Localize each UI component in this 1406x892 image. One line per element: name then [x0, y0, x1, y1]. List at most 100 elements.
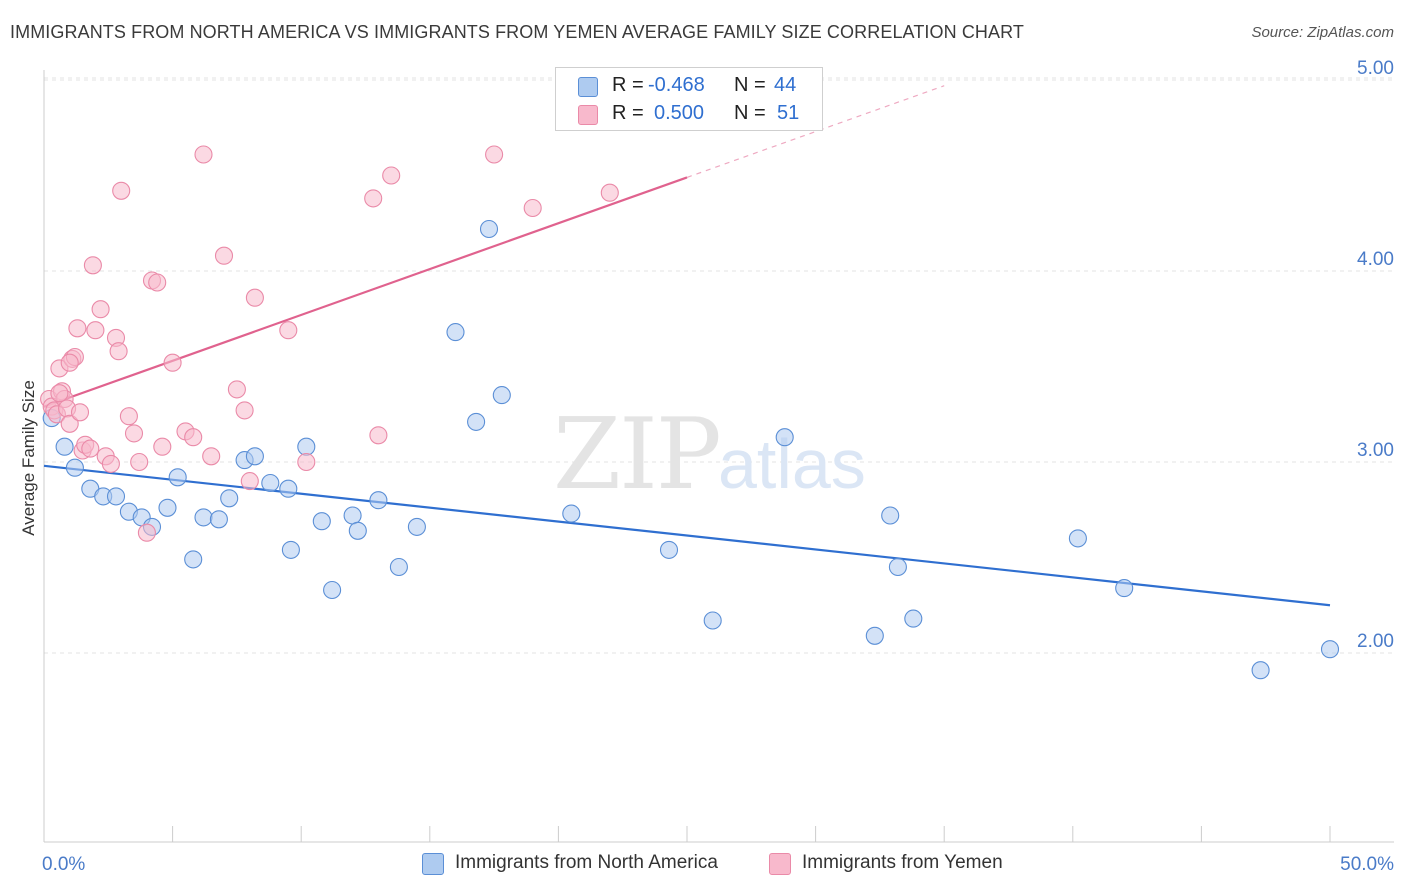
data-point: [227, 380, 246, 399]
data-point: [194, 508, 213, 527]
y-tick-label: 2.00: [1357, 631, 1394, 652]
data-point: [70, 403, 90, 422]
data-point: [279, 321, 298, 340]
data-point: [369, 426, 388, 445]
data-point: [148, 273, 167, 292]
y-tick-label: 5.00: [1357, 58, 1394, 79]
source-label: Source: ZipAtlas.com: [1251, 24, 1394, 41]
data-point: [55, 437, 74, 456]
data-point: [348, 521, 367, 540]
data-point: [1115, 579, 1134, 598]
data-point: [60, 353, 79, 372]
legend-r-value: -0.468: [648, 74, 705, 96]
stats-legend: R = -0.468 N = 44 R = 0.500 N = 51: [555, 67, 823, 131]
data-points: [40, 145, 1340, 680]
data-point: [83, 256, 102, 275]
data-point: [343, 506, 362, 525]
legend-row-north-america: R = -0.468 N = 44: [556, 73, 822, 101]
y-tick-label: 4.00: [1357, 249, 1394, 270]
data-point: [297, 452, 316, 472]
tick-labels: 2.00 3.00 4.00 5.00 0.0% 50.0%: [42, 58, 1394, 875]
data-point: [904, 609, 923, 628]
x-tick-label-max: 50.0%: [1340, 854, 1394, 875]
y-axis-title: Average Family Size: [19, 380, 38, 536]
legend-r-label: R =: [612, 102, 644, 124]
data-point: [235, 401, 254, 420]
data-point: [68, 319, 87, 338]
data-point: [1068, 529, 1087, 548]
grid-lines: [44, 77, 1394, 654]
trend-lines: [43, 85, 1331, 607]
data-point: [112, 181, 131, 200]
data-point: [659, 540, 679, 559]
data-point: [168, 468, 187, 487]
data-point: [485, 145, 504, 164]
x-tick-label-min: 0.0%: [42, 854, 85, 875]
watermark: ZIP atlas: [553, 398, 866, 512]
data-point: [60, 414, 79, 433]
data-point: [297, 437, 316, 456]
data-point: [163, 353, 182, 372]
data-point: [65, 458, 84, 477]
trend-line-north-america: [43, 464, 1331, 607]
data-point: [382, 166, 401, 185]
data-point: [523, 198, 542, 218]
data-point: [261, 473, 280, 493]
bottom-legend-swatch-north-america: [422, 853, 444, 875]
bottom-legend-label-yemen: Immigrants from Yemen: [802, 852, 1003, 873]
data-point: [492, 386, 511, 405]
legend-n-label: N =: [734, 102, 766, 124]
data-point: [364, 189, 383, 208]
bottom-legend-label-north-america: Immigrants from North America: [455, 852, 718, 873]
data-point: [281, 540, 300, 559]
data-point: [446, 323, 465, 342]
data-point: [703, 611, 722, 630]
data-point: [888, 557, 907, 577]
data-point: [245, 447, 264, 466]
data-point: [106, 487, 126, 506]
legend-n-value: 51: [777, 102, 800, 124]
data-point: [130, 452, 149, 472]
data-point: [369, 491, 388, 510]
chart-title: IMMIGRANTS FROM NORTH AMERICA VS IMMIGRA…: [10, 22, 1024, 42]
legend-r-label: R =: [612, 74, 644, 96]
data-point: [407, 517, 426, 536]
data-point: [279, 479, 298, 498]
data-point: [91, 300, 110, 319]
data-point: [1320, 640, 1340, 659]
data-point: [240, 472, 259, 491]
data-point: [312, 512, 331, 531]
legend-row-yemen: R = 0.500 N = 51: [556, 101, 822, 129]
data-point: [101, 454, 120, 473]
bottom-legend-swatch-yemen: [769, 853, 791, 875]
data-point: [220, 489, 239, 508]
legend-n-label: N =: [734, 74, 766, 96]
data-point: [209, 510, 228, 529]
data-point: [202, 447, 221, 466]
series-north-america-points: [42, 219, 1340, 680]
data-point: [323, 580, 342, 600]
data-point: [865, 626, 884, 645]
data-point: [50, 384, 69, 403]
data-point: [86, 321, 105, 340]
data-point: [245, 288, 264, 307]
data-point: [479, 219, 499, 239]
data-point: [137, 523, 156, 542]
data-point: [775, 428, 794, 447]
y-tick-label: 3.00: [1357, 440, 1394, 461]
legend-swatch-yemen: [578, 105, 598, 125]
legend-n-value: 44: [774, 74, 797, 96]
data-point: [153, 437, 172, 456]
watermark-zip: ZIP: [553, 398, 720, 512]
data-point: [467, 412, 486, 431]
data-point: [184, 550, 203, 569]
data-point: [109, 342, 128, 361]
data-point: [600, 183, 619, 202]
axes: [43, 70, 1394, 843]
data-point: [1251, 661, 1270, 680]
data-point: [158, 498, 177, 517]
data-point: [389, 557, 408, 577]
data-point: [184, 428, 203, 447]
series-yemen-points: [40, 145, 619, 542]
data-point: [119, 407, 138, 426]
